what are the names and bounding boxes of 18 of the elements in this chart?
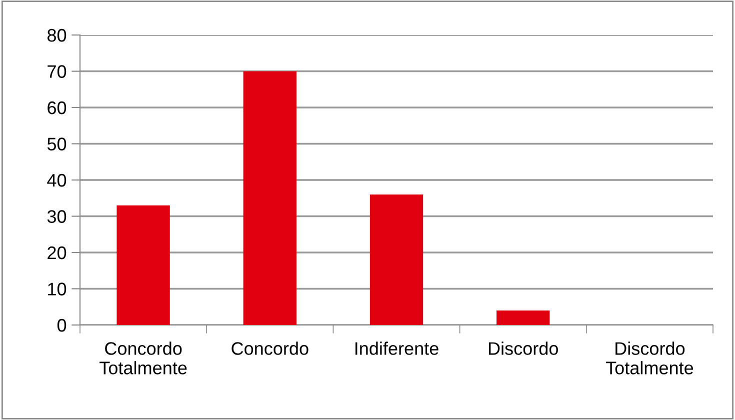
bar [116, 205, 170, 325]
x-tick-label: Concordo Totalmente [100, 342, 187, 374]
bar [243, 71, 296, 325]
y-tick-label: 10 [48, 282, 66, 296]
x-tick-label: Discordo [488, 342, 558, 355]
bar [370, 194, 424, 325]
y-tick-label: 80 [48, 28, 66, 42]
x-tick-label: Indiferente [356, 342, 438, 355]
y-tick-label: 20 [48, 246, 66, 260]
y-tick-label: 50 [47, 138, 66, 150]
x-tick-label: Discordo Totalmente [606, 342, 694, 374]
y-tick-label: 30 [47, 210, 66, 223]
x-tick-label: Concordo [232, 342, 308, 355]
y-tick-label: 70 [48, 65, 66, 78]
y-tick-label: 60 [48, 101, 66, 114]
y-tick-label: 0 [57, 318, 66, 332]
y-tick-label: 40 [47, 174, 66, 187]
bar [496, 310, 550, 325]
